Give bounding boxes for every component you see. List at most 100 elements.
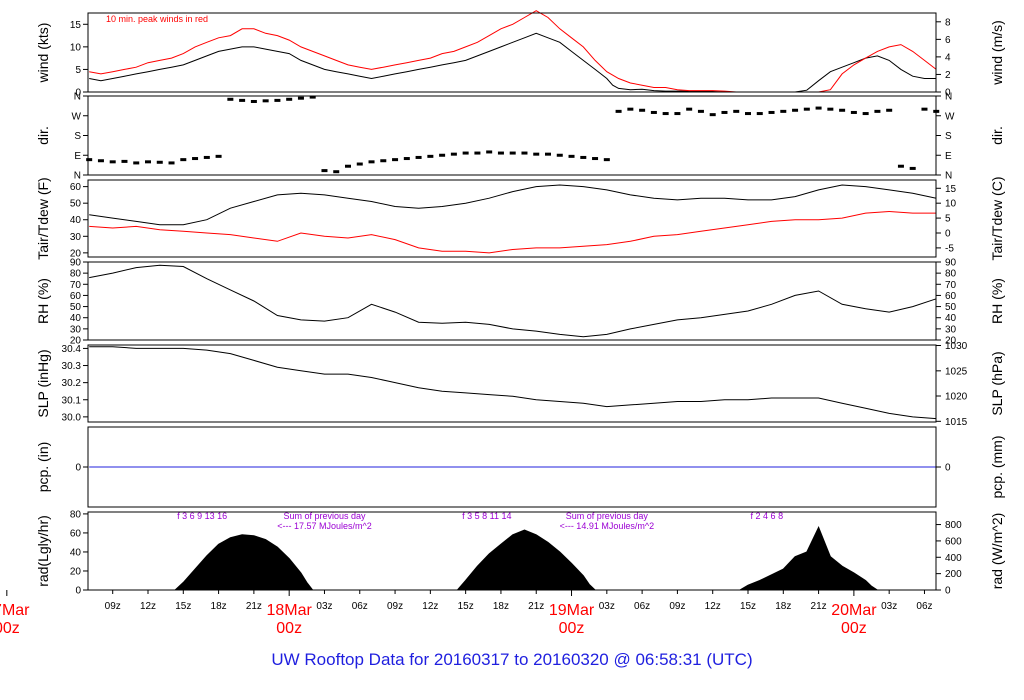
dir-point [368,160,375,164]
pcp-right-axis-label: pcp. (mm) [989,436,1005,499]
dir-point [545,152,551,156]
temp-series-line [89,184,937,226]
dir-point [745,112,751,116]
dir-right-tick-label: N [945,171,952,182]
slp-left-tick-label: 30.1 [62,395,82,406]
rad-left-tick-label: 20 [70,566,82,577]
rad-left-tick-label: 80 [70,509,82,520]
dir-point [721,110,728,114]
wind-left-tick-label: 10 [70,42,82,53]
time-tick-label: 03z [599,601,615,612]
dir-point [827,107,834,111]
dir-point [309,95,316,99]
day-time-label: 00z [841,620,867,637]
slp-left-tick-label: 30.4 [62,344,82,355]
dir-point [580,155,587,159]
wind-right-tick-label: 6 [945,35,951,46]
time-tick-label: 18z [493,601,509,612]
rad-left-tick-label: 60 [70,528,82,539]
rad-right-tick-label: 200 [945,569,962,580]
dir-left-axis-label: dir. [35,126,51,145]
wind-right-axis-label: wind (m/s) [989,20,1005,86]
temp-left-tick-label: 40 [70,215,82,226]
dir-point [86,158,93,162]
rh-frame [87,261,937,341]
rad-hour-marks: f 3 6 9 13 16 [177,511,227,521]
dir-left-tick-label: E [74,151,81,162]
wind-right-tick-label: 0 [945,88,951,99]
temp-left-tick-label: 60 [70,182,82,193]
dir-left-tick-label: S [74,131,81,142]
dir-right-tick-label: W [945,111,955,122]
slp-left-tick-label: 30.3 [62,361,82,372]
time-tick-label: 15z [740,601,756,612]
time-tick-label: 12z [705,601,721,612]
temp-series-line [89,210,937,254]
dir-point [697,109,704,113]
rad-hour-marks: f 3 5 8 11 14 [462,511,511,521]
slp-left-axis-label: SLP (inHg) [35,349,51,417]
dir-point [592,157,599,161]
panel-temp: 20 30 40 50 60 -5 0 5 10 15 Tair/Tdew (F) Tair/Tdew… [35,176,1005,260]
dir-point [674,112,681,116]
time-tick-label: 06z [634,601,650,612]
dir-point [239,98,246,102]
dir-point [250,99,257,103]
dir-point [909,166,916,170]
dir-point [415,155,422,159]
rad-area [174,525,878,591]
time-tick-label: 15z [458,601,474,612]
dir-point [227,97,234,101]
temp-right-tick-label: 0 [945,228,951,239]
dir-point [662,112,669,116]
rh-right-tick-label: 30 [945,324,957,335]
rh-right-tick-label: 90 [945,258,957,269]
panel-pcp: 0 0 pcp. (in) pcp. (mm) [35,426,1005,508]
rad-sum-annotation: Sum of previous day [283,511,366,521]
dir-point [192,157,199,161]
slp-series-line [89,346,937,420]
rh-right-axis-label: RH (%) [989,278,1005,324]
wind-series-line [89,10,937,93]
dir-right-tick-label: N [945,92,952,103]
dir-left-tick-label: N [74,171,81,182]
dir-point [509,151,516,155]
dir-point [168,161,175,165]
rh-right-tick-label: 20 [945,336,957,347]
dir-point [321,169,328,173]
dir-point [686,107,693,111]
rad-right-axis-label: rad (W/m^2) [989,513,1005,590]
dir-point [439,153,446,157]
slp-frame [87,344,937,423]
rad-left-axis-label: rad(Lgly/hr) [35,515,51,587]
time-tick-label: 21z [528,601,544,612]
time-tick-label: 06z [916,601,932,612]
dir-point [874,109,881,113]
rad-frame [87,511,937,591]
dir-point [403,157,410,161]
day-time-label: 00z [0,620,20,637]
dir-point [486,150,493,154]
dir-point [780,109,787,113]
time-tick-label: 03z [316,601,332,612]
temp-right-tick-label: -5 [945,243,954,254]
time-tick-label: 03z [881,601,897,612]
wind-right-tick-label: 8 [945,17,951,28]
dir-point [497,151,504,155]
dir-point [97,159,104,163]
dir-right-tick-label: S [945,131,952,142]
rh-left-tick-label: 90 [70,258,82,269]
dir-point [297,96,304,100]
dir-point [603,158,610,162]
dir-point [556,153,563,157]
day-time-label: 00z [276,620,302,637]
rh-left-tick-label: 30 [70,324,82,335]
slp-left-tick-label: 30.2 [62,378,82,389]
rh-right-tick-label: 80 [945,269,957,280]
dir-right-tick-label: E [945,151,952,162]
dir-point [756,112,763,116]
dir-point [109,160,116,164]
